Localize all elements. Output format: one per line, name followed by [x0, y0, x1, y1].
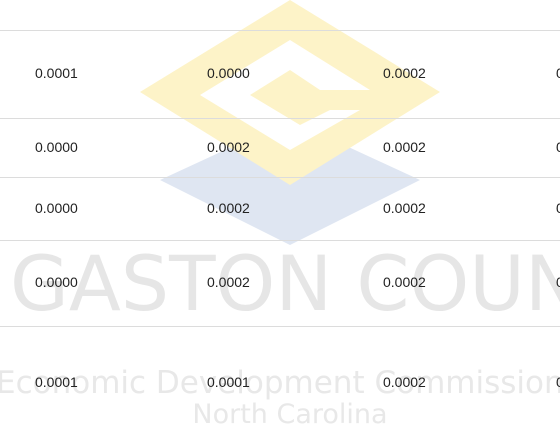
logo-diamond	[140, 0, 440, 185]
table-cell: 0.0002	[383, 200, 426, 216]
table-cell: 0.0002	[207, 274, 250, 290]
table-cell: 0.0002	[383, 139, 426, 155]
table-cell: 0	[556, 274, 560, 290]
table-cell: 0.0001	[207, 374, 250, 390]
table-cell: 0.0000	[35, 274, 78, 290]
table-cell: 0.0002	[207, 139, 250, 155]
table-cell: 0.0001	[35, 374, 78, 390]
table-cell: 0.0002	[207, 200, 250, 216]
table-cell: 0.0000	[35, 200, 78, 216]
table-cell: 0.0002	[383, 274, 426, 290]
row-divider	[0, 177, 560, 178]
table-cell: 0	[556, 200, 560, 216]
table-cell: 0.0002	[383, 65, 426, 81]
row-divider	[0, 240, 560, 241]
table-cell: 0.0001	[35, 65, 78, 81]
table-cell: 0	[556, 139, 560, 155]
row-divider	[0, 118, 560, 119]
watermark-title: GASTON COUNTY	[10, 239, 560, 328]
table-cell: 0.0002	[383, 374, 426, 390]
table-cell: 0	[556, 65, 560, 81]
table-cell: 0.0000	[35, 139, 78, 155]
watermark-subtitle: Economic Development Commission	[0, 365, 560, 401]
row-divider	[0, 326, 560, 327]
table-cell: 0.0000	[207, 65, 250, 81]
watermark-region: North Carolina	[192, 399, 387, 430]
logo-cutout	[200, 40, 370, 150]
row-divider	[0, 30, 560, 31]
table-cell: 0	[556, 374, 560, 390]
